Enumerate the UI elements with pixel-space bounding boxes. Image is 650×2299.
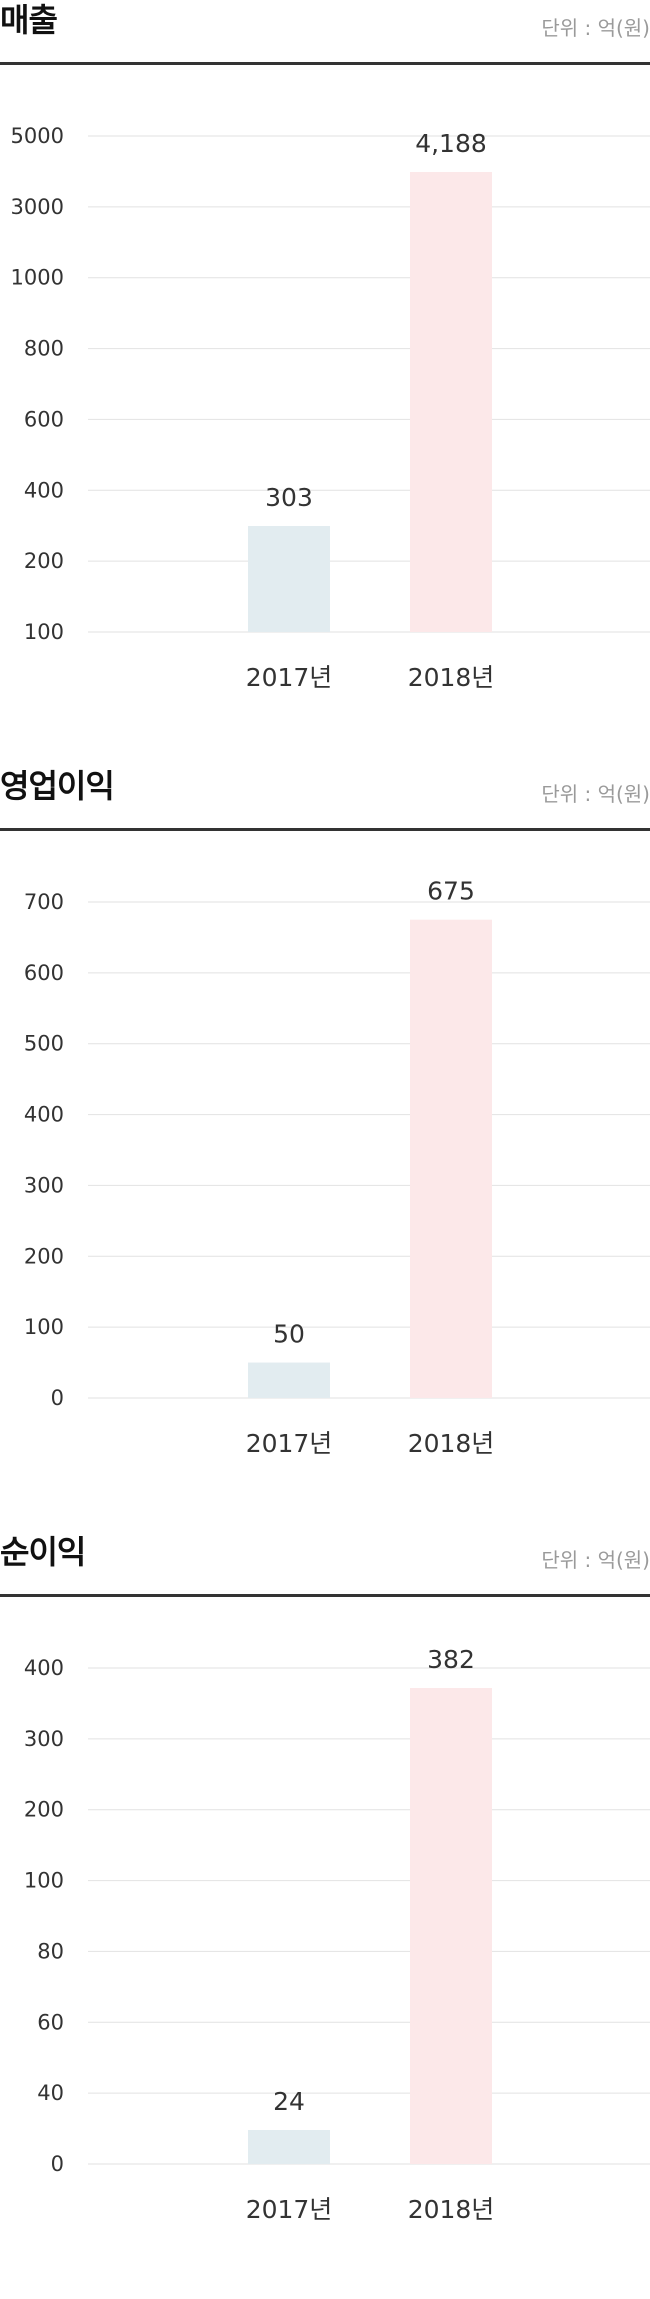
x-category-label: 2017년: [246, 1429, 333, 1458]
unit-label: 단위 : 억(원): [541, 782, 650, 806]
y-tick-label: 5000: [11, 124, 64, 148]
y-tick-label: 600: [24, 961, 64, 985]
bar: [410, 1688, 492, 2164]
y-tick-label: 100: [24, 620, 64, 644]
x-category-label: 2018년: [408, 1429, 495, 1458]
data-label: 675: [427, 877, 475, 906]
chart-title: 순이익: [0, 1533, 86, 1571]
chart-title: 매출: [0, 1, 58, 39]
y-tick-label: 3000: [11, 195, 64, 219]
chart-title: 영업이익: [0, 767, 115, 805]
bar: [410, 919, 492, 1398]
y-tick-label: 40: [37, 2081, 64, 2105]
y-tick-label: 500: [24, 1032, 64, 1056]
y-tick-label: 200: [24, 1244, 64, 1268]
x-category-label: 2018년: [408, 663, 495, 692]
bar: [248, 1362, 330, 1398]
y-tick-label: 400: [24, 1656, 64, 1680]
y-tick-label: 400: [24, 478, 64, 502]
revenue-section: 매출 단위 : 억(원) 5000 3000 1000 800 600 400 200 100…: [0, 0, 650, 767]
operating-profit-section: 영업이익 단위 : 억(원) 700 600 500 400 300 200 100 0 50 2…: [0, 766, 650, 1533]
x-category-label: 2017년: [246, 2195, 333, 2224]
y-tick-label: 0: [51, 1386, 64, 1410]
y-tick-label: 600: [24, 407, 64, 431]
unit-label: 단위 : 억(원): [541, 1548, 650, 1572]
y-tick-label: 300: [24, 1173, 64, 1197]
y-tick-label: 200: [24, 1798, 64, 1822]
y-tick-label: 200: [24, 549, 64, 573]
title-divider: [0, 1594, 650, 1597]
net-income-section: 순이익 단위 : 억(원) 400 300 200 100 80 60 40 0 24 2017년…: [0, 1532, 650, 2299]
y-tick-label: 700: [24, 890, 64, 914]
y-tick-label: 400: [24, 1103, 64, 1127]
data-label: 24: [273, 2087, 305, 2116]
operating-profit-bar-chart: 700 600 500 400 300 200 100 0 50 2017년 675 2018년: [24, 877, 650, 1458]
y-tick-label: 0: [51, 2152, 64, 2176]
bar: [248, 2130, 330, 2164]
y-tick-label: 100: [24, 1315, 64, 1339]
data-label: 382: [427, 1645, 475, 1674]
data-label: 50: [273, 1320, 305, 1349]
bar: [410, 172, 492, 632]
data-label: 303: [265, 483, 313, 512]
title-divider: [0, 62, 650, 65]
bar: [248, 526, 330, 632]
x-category-label: 2017년: [246, 663, 333, 692]
unit-label: 단위 : 억(원): [541, 16, 650, 40]
revenue-bar-chart: 5000 3000 1000 800 600 400 200 100 303 2017년 4,188…: [11, 124, 650, 692]
y-tick-label: 100: [24, 1869, 64, 1893]
y-tick-label: 800: [24, 337, 64, 361]
data-label: 4,188: [415, 129, 487, 158]
y-tick-label: 1000: [11, 266, 64, 290]
y-tick-label: 80: [37, 1939, 64, 1963]
y-tick-label: 300: [24, 1727, 64, 1751]
title-divider: [0, 828, 650, 831]
x-category-label: 2018년: [408, 2195, 495, 2224]
y-tick-label: 60: [37, 2010, 64, 2034]
